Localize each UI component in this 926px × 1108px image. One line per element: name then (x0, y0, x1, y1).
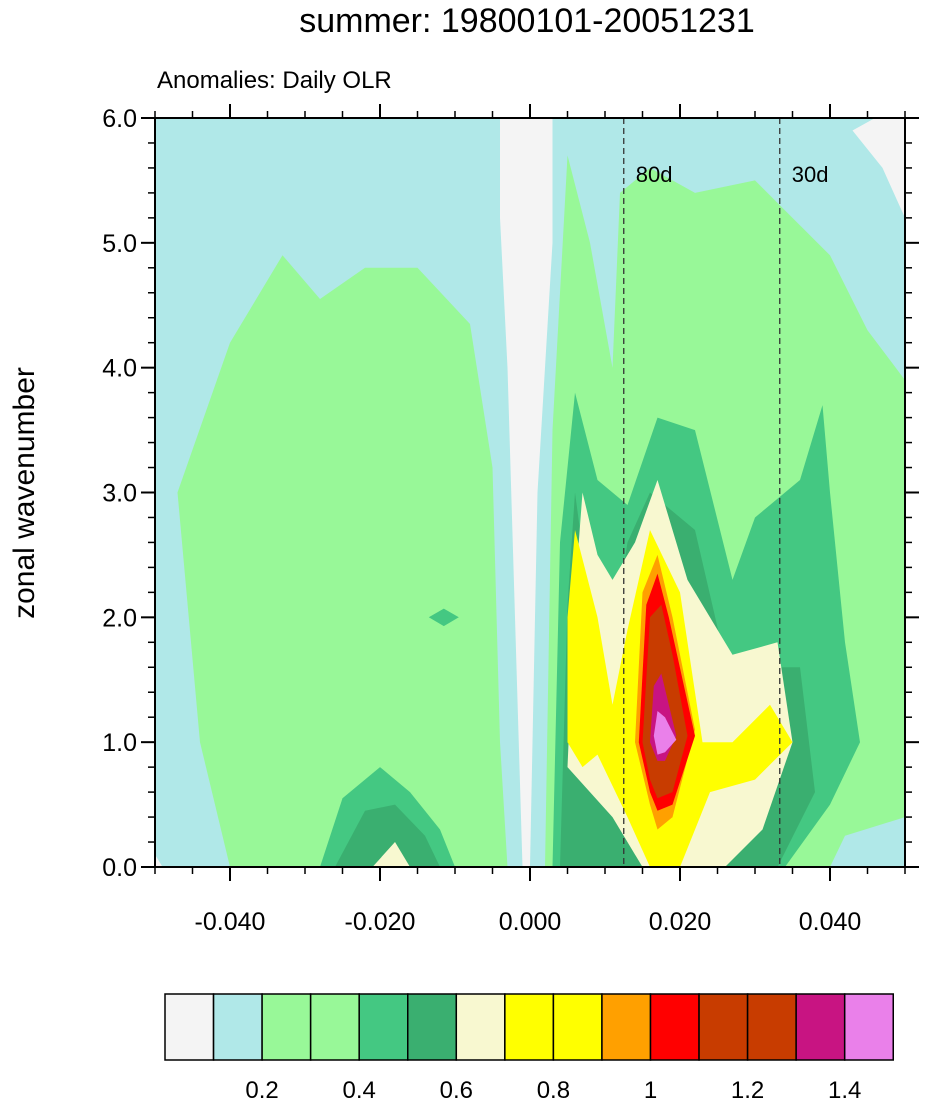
contour-region-13 (372, 842, 410, 867)
y-axis-label: zonal wavenumber (8, 367, 41, 619)
colorbar-tick-label: 1.4 (828, 1077, 861, 1104)
colorbar-tick-label: 0.4 (343, 1077, 376, 1104)
colorbar-tick-label: 0.6 (440, 1077, 473, 1104)
y-tick-label: 6.0 (102, 105, 137, 133)
colorbar-box-8 (552, 993, 603, 1061)
colorbar-box-4 (358, 993, 409, 1061)
contour-region-10 (653, 711, 677, 755)
colorbar-box-3 (309, 993, 360, 1061)
colorbar-box-14 (843, 993, 895, 1061)
y-tick-label: 0.0 (102, 854, 137, 882)
period-lines-layer: 80d 30d (623, 118, 829, 867)
chart-subtitle: Anomalies: Daily OLR (157, 67, 392, 94)
colorbar-box-2 (261, 993, 312, 1061)
y-tick-label: 5.0 (102, 230, 137, 258)
axes-layer: -0.040 -0.020 0.000 0.020 0.040 0.0 1.0 2.0 3.0 4… (102, 104, 919, 936)
y-tick-label: 3.0 (102, 480, 137, 508)
contour-region-12 (335, 804, 440, 867)
contour-region-14 (428, 608, 459, 627)
colorbar-box-7 (504, 993, 555, 1061)
colorbar-box-11 (698, 993, 749, 1061)
period-label-0: 80d (636, 162, 673, 187)
contour-region-17 (155, 854, 163, 867)
y-tick-label: 1.0 (102, 729, 137, 757)
contour-region-16 (852, 118, 905, 218)
x-tick-label: 0.020 (649, 908, 712, 936)
colorbar-box-6 (455, 993, 506, 1061)
x-tick-label: 0.000 (499, 908, 562, 936)
y-tick-label: 2.0 (102, 604, 137, 632)
colorbar-tick-label: 0.2 (245, 1077, 278, 1104)
chart-title: summer: 19800101-20051231 (299, 2, 755, 40)
colorbar-box-1 (212, 993, 263, 1061)
colorbar-tick-label: 1.2 (731, 1077, 764, 1104)
contour-region-0 (177, 255, 508, 867)
colorbar: 0.2 0.4 0.6 0.8 1 1.2 1.4 (164, 993, 895, 1104)
colorbar-tick-label: 0.8 (537, 1077, 570, 1104)
y-tick-label: 4.0 (102, 355, 137, 383)
colorbar-tick-label: 1 (644, 1077, 657, 1104)
colorbar-box-13 (795, 993, 846, 1061)
period-label-1: 30d (792, 162, 829, 187)
x-tick-label: 0.040 (799, 908, 862, 936)
colorbar-box-9 (601, 993, 652, 1061)
x-tick-label: -0.040 (195, 908, 266, 936)
x-tick-label: -0.020 (345, 908, 416, 936)
colorbar-box-0 (164, 993, 215, 1061)
contour-region-15 (500, 118, 553, 867)
colorbar-box-12 (746, 993, 797, 1061)
colorbar-box-5 (407, 993, 458, 1061)
colorbar-box-10 (649, 993, 700, 1061)
